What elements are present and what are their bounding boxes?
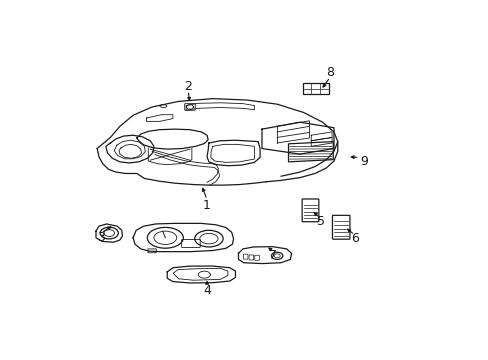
Text: 9: 9 <box>360 154 367 167</box>
Text: 6: 6 <box>350 232 358 245</box>
Text: 3: 3 <box>97 231 104 244</box>
Text: 8: 8 <box>325 66 333 79</box>
Text: 2: 2 <box>184 80 192 93</box>
Text: 1: 1 <box>203 199 210 212</box>
Text: 4: 4 <box>203 284 210 297</box>
Text: 7: 7 <box>269 249 277 262</box>
Text: 5: 5 <box>316 216 324 229</box>
